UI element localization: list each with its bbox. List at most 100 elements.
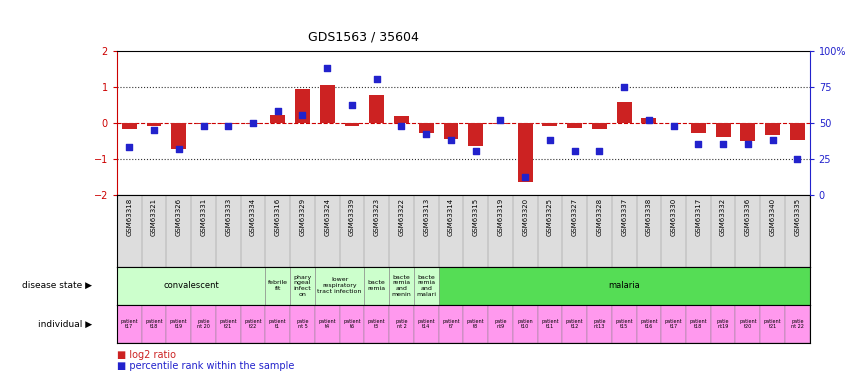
Text: patie
nt 2: patie nt 2 (395, 319, 408, 329)
Text: phary
ngeal
infect
on: phary ngeal infect on (294, 274, 312, 297)
Point (766, 137, 779, 143)
Bar (438, 267, 810, 305)
Point (222, 123, 236, 129)
Text: GSM63330: GSM63330 (670, 198, 676, 237)
Text: bacte
remia
and
menin: bacte remia and menin (391, 274, 411, 297)
Bar (265, 267, 290, 305)
Bar (691, 123, 706, 133)
Text: patient
t6: patient t6 (343, 319, 361, 329)
Bar (785, 305, 810, 343)
Bar (117, 305, 142, 343)
Bar (146, 123, 161, 126)
Bar (790, 123, 805, 140)
Text: patient
t21: patient t21 (219, 319, 237, 329)
Bar (270, 115, 285, 123)
Bar (315, 267, 365, 305)
Text: patient
t20: patient t20 (739, 319, 757, 329)
Bar (196, 123, 211, 124)
Text: GSM63340: GSM63340 (770, 198, 776, 236)
Text: bacte
remia: bacte remia (368, 280, 385, 291)
Bar (760, 305, 785, 343)
Text: GSM63314: GSM63314 (448, 198, 454, 236)
Point (716, 141, 730, 147)
Text: GSM63321: GSM63321 (151, 198, 157, 236)
Bar (443, 123, 458, 139)
Bar (542, 123, 558, 126)
Point (518, 174, 532, 180)
Text: GSM63331: GSM63331 (201, 198, 206, 237)
Bar (191, 305, 216, 343)
Bar (419, 123, 434, 134)
Text: disease state ▶: disease state ▶ (23, 281, 92, 290)
Point (147, 127, 161, 133)
Point (122, 144, 136, 150)
Text: ■ log2 ratio: ■ log2 ratio (117, 350, 176, 360)
Point (667, 123, 681, 129)
Point (295, 112, 309, 118)
Point (197, 123, 210, 129)
Bar (369, 94, 385, 123)
Text: patient
t17: patient t17 (665, 319, 682, 329)
Bar (587, 305, 611, 343)
Text: lower
respiratory
tract infection: lower respiratory tract infection (318, 278, 362, 294)
Text: patient
t7: patient t7 (443, 319, 460, 329)
Bar (389, 267, 414, 305)
Text: GSM63319: GSM63319 (497, 198, 503, 237)
Text: patient
t8: patient t8 (467, 319, 484, 329)
Text: GSM63328: GSM63328 (597, 198, 603, 236)
Bar (142, 305, 166, 343)
Bar (171, 123, 186, 148)
Point (419, 131, 433, 137)
Text: patient
t14: patient t14 (417, 319, 435, 329)
Point (171, 146, 185, 152)
Text: patie
nt 22: patie nt 22 (791, 319, 804, 329)
Point (691, 141, 705, 147)
Bar (117, 267, 265, 305)
Bar (469, 123, 483, 146)
Text: GSM63316: GSM63316 (275, 198, 281, 237)
Bar (221, 123, 236, 124)
Bar (414, 267, 438, 305)
Text: GSM63336: GSM63336 (745, 198, 751, 237)
Text: GSM63338: GSM63338 (646, 198, 652, 237)
Text: patient
t1: patient t1 (269, 319, 287, 329)
Text: GSM63317: GSM63317 (695, 198, 701, 237)
Text: GSM63335: GSM63335 (794, 198, 800, 236)
Text: GSM63327: GSM63327 (572, 198, 578, 236)
Point (320, 65, 334, 71)
Text: patie
nt19: patie nt19 (717, 319, 729, 329)
Bar (414, 305, 438, 343)
Text: patient
t22: patient t22 (244, 319, 262, 329)
Bar (246, 123, 261, 124)
Bar (394, 116, 409, 123)
Point (345, 102, 359, 108)
Bar (265, 305, 290, 343)
Text: GSM63332: GSM63332 (721, 198, 726, 236)
Bar (567, 123, 582, 128)
Bar (463, 305, 488, 343)
Text: febrile
fit: febrile fit (268, 280, 288, 291)
Bar (290, 305, 315, 343)
Text: patient
t18: patient t18 (145, 319, 163, 329)
Bar (339, 305, 365, 343)
Bar (365, 267, 389, 305)
Text: patie
nt 20: patie nt 20 (197, 319, 210, 329)
Text: patient
t17: patient t17 (120, 319, 138, 329)
Bar (592, 123, 607, 129)
Text: GSM63318: GSM63318 (126, 198, 132, 237)
Point (246, 120, 260, 126)
Bar (740, 123, 755, 141)
Point (271, 108, 285, 114)
Text: patient
t11: patient t11 (541, 319, 559, 329)
Bar (315, 305, 339, 343)
Bar (562, 305, 587, 343)
Bar (637, 305, 662, 343)
Text: patient
t15: patient t15 (616, 319, 633, 329)
Point (592, 148, 606, 154)
Text: GSM63322: GSM63322 (398, 198, 404, 236)
Text: GDS1563 / 35604: GDS1563 / 35604 (308, 30, 419, 43)
Bar (711, 305, 735, 343)
Bar (438, 305, 463, 343)
Text: patient
t12: patient t12 (565, 319, 584, 329)
Bar (538, 305, 562, 343)
